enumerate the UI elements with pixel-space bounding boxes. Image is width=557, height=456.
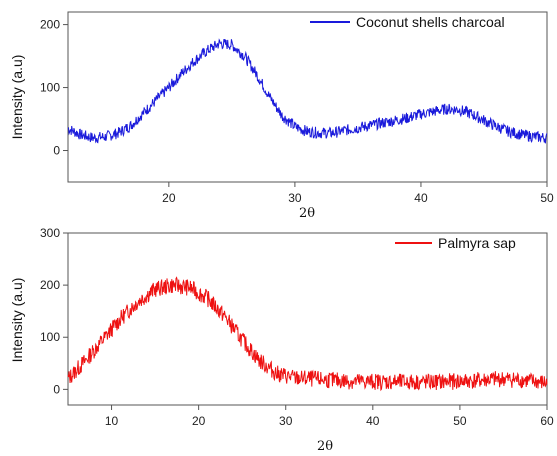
x-tick-label: 30 — [279, 414, 293, 428]
y-tick-label: 300 — [40, 226, 60, 240]
y-tick-label: 0 — [53, 144, 60, 158]
x-tick-label: 20 — [162, 191, 176, 205]
y-axis-label-top: Intensity (a.u) — [9, 55, 25, 140]
x-tick-label: 10 — [105, 414, 119, 428]
legend-label-palmyra: Palmyra sap — [438, 235, 516, 251]
legend-label-coconut: Coconut shells charcoal — [356, 14, 505, 30]
y-tick-label: 100 — [40, 330, 60, 344]
chart-top: 20 30 40 50 0 100 200 Intensity (a.u) 2θ Cocon… — [9, 11, 554, 221]
x-tick-label: 50 — [453, 414, 467, 428]
tick-group-bottom: 10 20 30 40 50 60 0 100 200 300 — [40, 226, 554, 428]
y-tick-label: 0 — [53, 382, 60, 396]
x-tick-label: 50 — [540, 191, 554, 205]
chart-bottom: 10 20 30 40 50 60 0 100 200 300 Intensity (a.u) 2… — [9, 226, 554, 454]
plot-frame-top — [67, 11, 548, 183]
tick-group-top: 20 30 40 50 0 100 200 — [40, 18, 554, 205]
x-tick-label: 60 — [540, 414, 554, 428]
y-tick-label: 200 — [40, 18, 60, 32]
x-tick-label: 40 — [366, 414, 380, 428]
x-tick-label: 20 — [192, 414, 206, 428]
data-line-palmyra-sap — [67, 276, 548, 392]
y-tick-label: 200 — [40, 278, 60, 292]
x-tick-label: 40 — [414, 191, 428, 205]
x-tick-label: 30 — [288, 191, 302, 205]
y-axis-label-bottom: Intensity (a.u) — [9, 278, 25, 363]
y-tick-label: 100 — [40, 81, 60, 95]
x-axis-label-top: 2θ — [299, 206, 315, 221]
data-line-coconut-shells-charcoal — [67, 38, 548, 144]
plot-frame-bottom — [67, 232, 548, 406]
x-axis-label-bottom: 2θ — [317, 439, 333, 454]
